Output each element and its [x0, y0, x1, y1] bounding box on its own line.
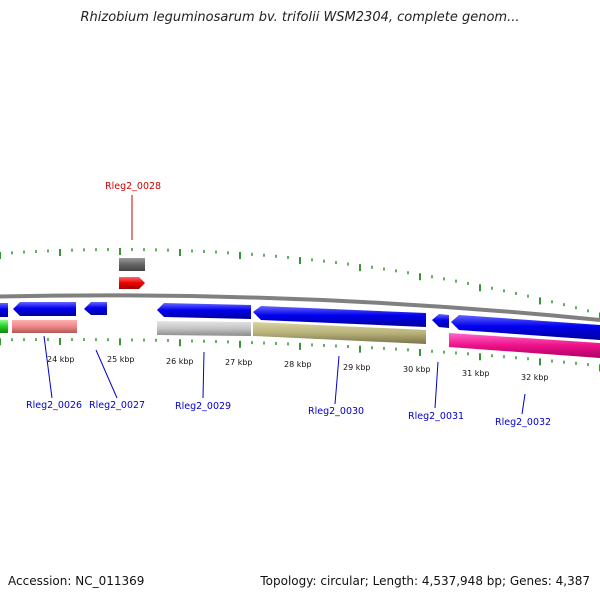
feature-rleg2-0028-gene[interactable]	[119, 258, 145, 271]
gene-label-rleg2-0029[interactable]: Rleg2_0029	[175, 401, 231, 412]
scale-label-29kbp: 29 kbp	[343, 363, 371, 372]
feature-rleg2-0030-gene[interactable]	[253, 322, 426, 344]
scale-label-32kbp: 32 kbp	[521, 373, 549, 382]
scale-label-27kbp: 27 kbp	[225, 358, 253, 367]
feature-rleg2-0030-cds[interactable]	[253, 306, 426, 327]
gene-label-rleg2-0030[interactable]: Rleg2_0030	[308, 406, 364, 417]
feature-rleg2-0026-cds[interactable]	[13, 302, 76, 316]
feature-rleg2-0032-gene[interactable]	[449, 333, 600, 358]
feature-rleg2-0028-cds[interactable]	[119, 277, 145, 289]
backbone-arc	[0, 293, 600, 322]
feature-rleg2-0026-gene[interactable]	[12, 320, 77, 333]
feature-cds-left-partial[interactable]	[0, 303, 8, 317]
gene-label-rleg2-0026[interactable]: Rleg2_0026	[26, 400, 82, 411]
gene-label-rleg2-0032[interactable]: Rleg2_0032	[495, 417, 551, 428]
scale-label-25kbp: 25 kbp	[107, 355, 135, 364]
genome-title: Rhizobium leguminosarum bv. trifolii WSM…	[80, 10, 520, 25]
feature-green-partial[interactable]	[0, 320, 8, 333]
genome-summary-text: Topology: circular; Length: 4,537,948 bp…	[260, 574, 590, 588]
feature-rleg2-0032-cds[interactable]	[451, 315, 600, 340]
feature-rleg2-0029-gene[interactable]	[157, 321, 251, 336]
inner-scale-ticks	[0, 338, 600, 372]
gene-label-rleg2-0027[interactable]: Rleg2_0027	[89, 400, 145, 411]
feature-rleg2-0029-cds[interactable]	[157, 303, 251, 319]
scale-label-26kbp: 26 kbp	[166, 357, 194, 366]
gene-leader-lines	[43, 335, 526, 415]
gene-label-rleg2-0031[interactable]: Rleg2_0031	[408, 411, 464, 422]
feature-rleg2-0031-cds[interactable]	[432, 314, 449, 328]
scale-label-28kbp: 28 kbp	[284, 360, 312, 369]
scale-label-30kbp: 30 kbp	[403, 365, 431, 374]
accession-text: Accession: NC_011369	[8, 574, 145, 588]
scale-label-31kbp: 31 kbp	[462, 369, 490, 378]
feature-rleg2-0027-cds[interactable]	[84, 302, 107, 315]
scale-label-24kbp: 24 kbp	[47, 355, 75, 364]
outer-scale-ticks	[0, 248, 600, 320]
gene-label-rleg2-0028[interactable]: Rleg2_0028	[105, 181, 161, 192]
